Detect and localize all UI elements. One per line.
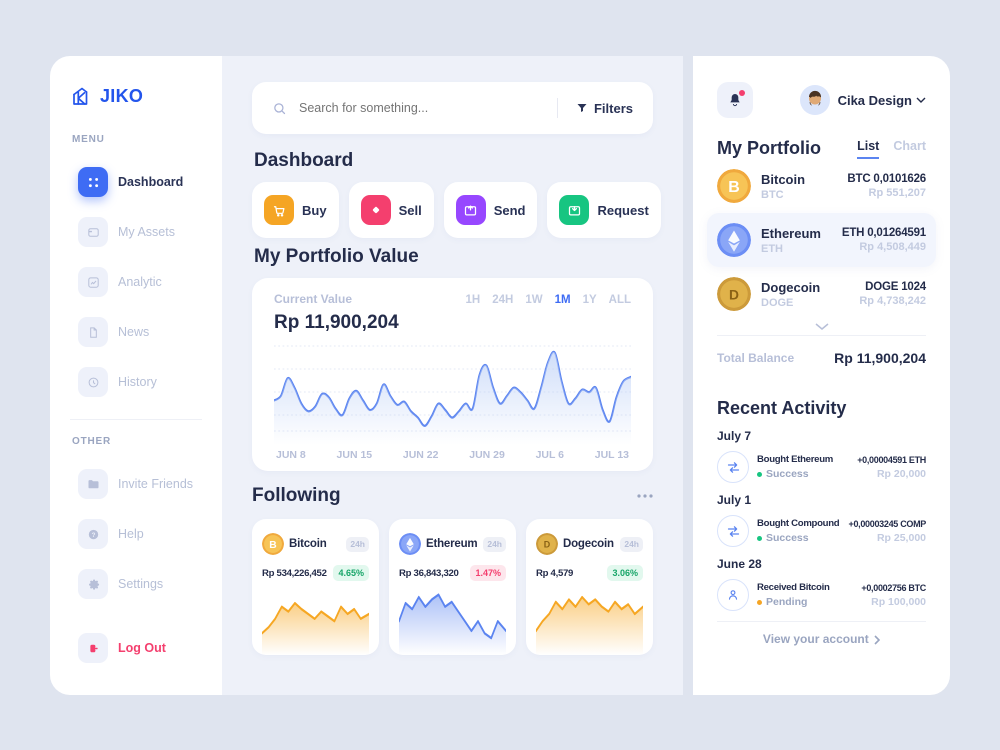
svg-text:D: D — [544, 539, 551, 549]
svg-text:?: ? — [91, 532, 95, 539]
svg-text:B: B — [269, 540, 276, 551]
svg-text:D: D — [729, 286, 739, 302]
svg-text:B: B — [728, 179, 740, 196]
